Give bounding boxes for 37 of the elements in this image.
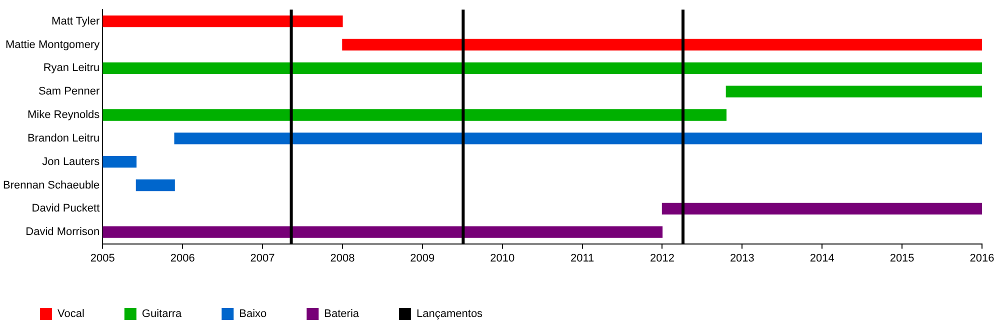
x-tick-label: 2012	[650, 252, 674, 264]
bar	[174, 132, 982, 144]
legend-label: Bateria	[324, 308, 360, 320]
bar	[662, 202, 982, 214]
x-tick-label: 2005	[90, 252, 115, 264]
y-tick-label: Ryan Leitru	[43, 62, 100, 74]
bar	[102, 226, 663, 238]
x-tick-label: 2014	[810, 252, 834, 264]
bar	[102, 156, 137, 168]
bar	[136, 179, 175, 192]
x-tick-label: 2013	[730, 252, 754, 264]
x-tick-label: 2010	[490, 252, 515, 264]
x-tick-label: 2008	[330, 252, 355, 264]
x-tick-label: 2007	[250, 252, 275, 264]
bar	[102, 15, 343, 28]
x-tick-label: 2006	[170, 252, 195, 264]
bar	[726, 86, 982, 98]
x-tick-label: 2015	[890, 252, 914, 264]
bar	[342, 38, 982, 51]
y-tick-label: Brennan Schaeuble	[2, 179, 100, 192]
legend-label: Lançamentos	[416, 308, 484, 320]
y-tick-label: Mattie Montgomery	[5, 38, 100, 51]
x-tick-label: 2016	[970, 252, 994, 264]
y-tick-label: Brandon Leitru	[27, 132, 100, 144]
legend-label: Guitarra	[142, 308, 183, 320]
y-tick-label: Sam Penner	[38, 86, 100, 98]
y-tick-label: Jon Lauters	[42, 156, 100, 168]
y-tick-label: David Puckett	[32, 202, 100, 215]
y-tick-label: Mike Reynolds	[27, 109, 100, 122]
legend-label: Vocal	[58, 308, 84, 320]
x-tick-label: 2009	[410, 252, 435, 264]
x-tick-label: 2011	[570, 252, 594, 264]
bar	[102, 62, 982, 74]
y-tick-label: Matt Tyler	[52, 15, 100, 28]
y-tick-label: David Morrison	[26, 226, 100, 238]
legend-label: Baixo	[239, 308, 267, 320]
bar	[102, 109, 727, 121]
